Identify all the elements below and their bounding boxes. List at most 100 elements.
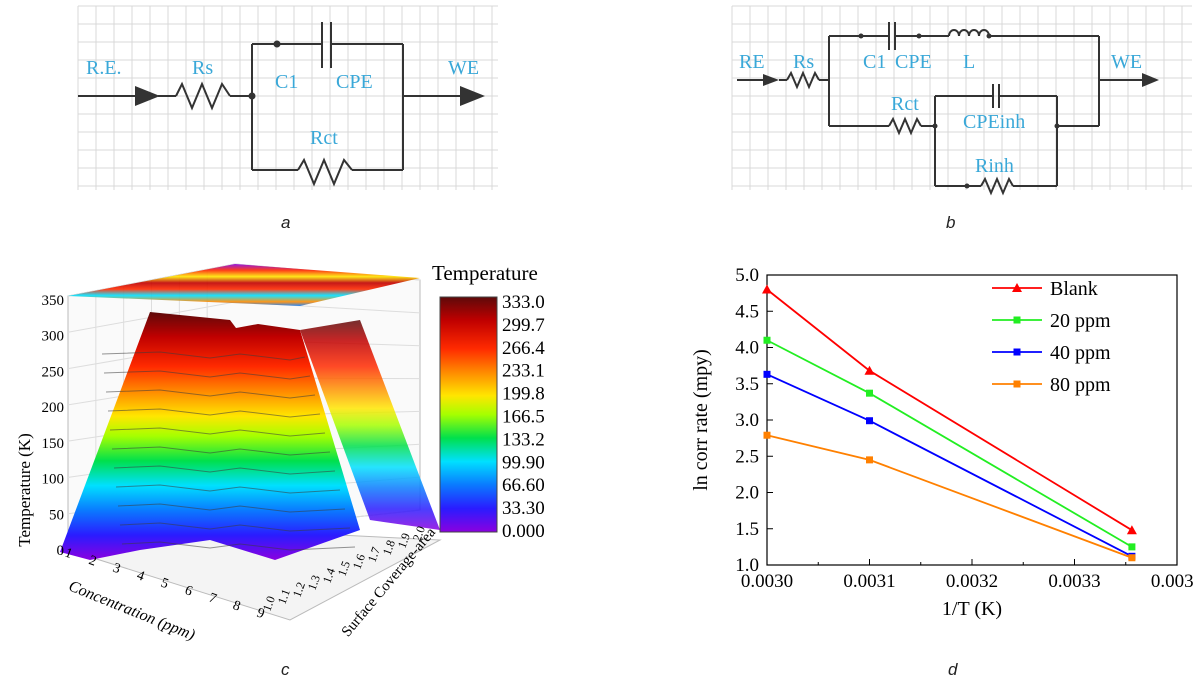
- panel-a-circuit: R.E. Rs C1 CPE Rct WE a: [0, 0, 597, 240]
- data-point: [1128, 543, 1136, 551]
- z-tick-label: 0: [57, 543, 65, 559]
- label-rinh: Rinh: [975, 155, 1014, 177]
- data-point: [1126, 525, 1137, 535]
- surface-contour-lines: [101, 351, 356, 551]
- label-re: R.E.: [86, 57, 122, 79]
- y-tick-label: 3.0: [735, 410, 759, 431]
- y-tick-label: 1.2: [290, 580, 308, 599]
- x-tick-label: 0.0032: [946, 571, 998, 592]
- circuit-b-svg: RE Rs C1 CPE L Rct CPEinh Rinh WE: [731, 5, 1192, 196]
- resistor-rs: [786, 70, 820, 90]
- contour-line: [103, 370, 311, 380]
- y-tick-label: 2.5: [735, 446, 759, 467]
- surface-top-plane: [68, 264, 420, 306]
- resistor-rct: [888, 116, 922, 136]
- colorbar-value: 33.30: [502, 498, 545, 519]
- resistor-rs: [175, 81, 231, 111]
- label-cpe: CPE: [895, 51, 932, 73]
- z-tick-label: 350: [42, 293, 65, 309]
- y-tick-label: 3.5: [735, 374, 759, 395]
- contour-line: [105, 389, 316, 399]
- y-tick-label: 4.5: [735, 301, 759, 322]
- colorbar-title: Temperature: [432, 261, 538, 285]
- label-cpeinh: CPEinh: [963, 111, 1025, 133]
- contour-line: [117, 503, 346, 513]
- y-tick-label: 2.0: [735, 483, 759, 504]
- caption-b: b: [946, 213, 956, 232]
- series-line-20-ppm: [766, 339, 1133, 548]
- caption-d: d: [948, 660, 958, 679]
- x-tick-label: 8: [231, 598, 243, 614]
- contour-line: [113, 465, 336, 475]
- x-axis-label: Concentration (ppm): [66, 578, 197, 644]
- y-tick-label: 1.0: [260, 594, 278, 613]
- z-tick-label: 50: [49, 507, 64, 523]
- y-tick-label: 1.8: [380, 538, 398, 557]
- data-point: [866, 389, 873, 397]
- contour-line: [119, 522, 351, 532]
- y-tick-label: 1.3: [305, 573, 323, 592]
- x-tick-label: 0.0030: [741, 571, 793, 592]
- y-tick-label: 2.0: [410, 524, 428, 543]
- colorbar-value: 0.000: [502, 521, 545, 542]
- x-tick-label: 0.0034: [1151, 571, 1194, 592]
- label-rct: Rct: [891, 93, 919, 115]
- label-cpe: CPE: [336, 71, 373, 93]
- colorbar-labels: 333.0299.7266.4233.1199.8166.5133.299.90…: [502, 292, 545, 542]
- legend-label: 80 ppm: [1050, 374, 1111, 396]
- y-tick-label: 5.0: [735, 265, 759, 286]
- contour-line: [107, 408, 321, 418]
- contour-line: [109, 427, 326, 437]
- contour-line: [115, 484, 341, 494]
- y-tick-label: 1.5: [335, 559, 353, 578]
- circuit-a-grid: [77, 5, 498, 190]
- data-point: [866, 456, 873, 464]
- y-tick-label: 1.0: [735, 555, 759, 576]
- y-tick-label: 1.1: [275, 587, 293, 606]
- data-point: [763, 431, 771, 439]
- y-tick-label: 1.6: [350, 552, 368, 571]
- data-point: [864, 365, 875, 375]
- x-tick-label: 4: [135, 568, 147, 584]
- data-point: [1128, 554, 1136, 562]
- data-point: [763, 336, 771, 344]
- colorbar-value: 99.90: [502, 452, 545, 473]
- y-tick-label: 1.4: [320, 566, 338, 585]
- z-tick-label: 100: [42, 472, 65, 488]
- circuit-b-grid: [731, 5, 1192, 190]
- arrow-in-icon: [135, 86, 160, 106]
- y-tick-label: 1.5: [735, 519, 759, 540]
- arrow-out-icon: [460, 86, 485, 106]
- arrow-in-icon: [763, 74, 779, 86]
- colorbar-value: 333.0: [502, 292, 545, 313]
- label-rs: Rs: [793, 51, 814, 73]
- label-c1: C1: [275, 71, 298, 93]
- legend-label: Blank: [1050, 278, 1098, 300]
- data-point: [762, 284, 772, 294]
- x-tick-label: 0.0033: [1048, 571, 1100, 592]
- inductor-l: [948, 29, 990, 37]
- x-tick-label: 7: [207, 591, 219, 607]
- contour-line: [111, 446, 331, 456]
- colorbar-value: 133.2: [502, 429, 545, 450]
- label-we: WE: [448, 57, 479, 79]
- resistor-rinh: [980, 176, 1014, 196]
- z-axis-ticks: 350 300 250 200 150 100 50 0: [42, 293, 65, 559]
- y-tick-label: 1.7: [365, 545, 383, 564]
- colorbar-value: 266.4: [502, 338, 545, 359]
- x-tick-label: 2: [87, 553, 99, 569]
- colorbar: [439, 296, 498, 533]
- line-chart-svg: 0.0030 0.0031 0.0032 0.0033 0.0034 1.0 1.5 2.0 2…: [690, 265, 1194, 620]
- arrow-out-icon: [1142, 73, 1159, 87]
- y-axis-ticks: 1.01.11.21.31.41.51.61.71.81.92.0: [260, 524, 428, 613]
- x-tick-label: 5: [159, 576, 171, 592]
- x-tick-label: 9: [255, 606, 267, 622]
- legend-label: 20 ppm: [1050, 310, 1111, 332]
- x-tick-label: 6: [183, 583, 195, 599]
- colorbar-value: 233.1: [502, 361, 545, 382]
- contour-line: [121, 541, 356, 551]
- panel-d-line-chart: 0.0030 0.0031 0.0032 0.0033 0.0034 1.0 1.5 2.0 2…: [597, 240, 1194, 687]
- colorbar-value: 66.60: [502, 475, 545, 496]
- resistor-rct: [297, 157, 353, 187]
